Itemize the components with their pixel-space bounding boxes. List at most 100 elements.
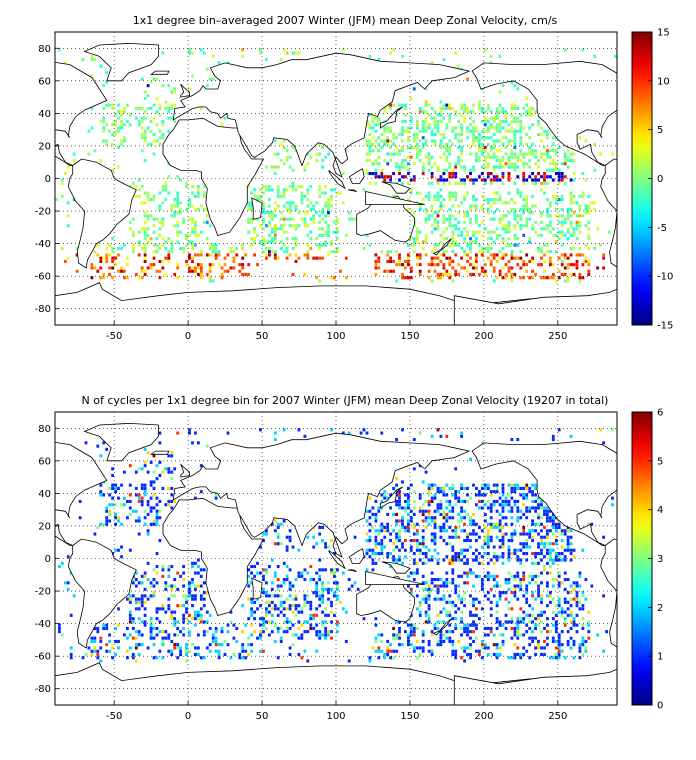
data-bin xyxy=(480,587,484,591)
data-bin xyxy=(306,152,310,156)
data-bin xyxy=(513,499,517,503)
data-bin xyxy=(549,548,552,552)
data-bin xyxy=(253,565,256,569)
data-bin xyxy=(191,561,194,565)
x-tick-label: 250 xyxy=(548,331,567,342)
data-bin xyxy=(404,113,407,117)
data-bin xyxy=(374,172,378,176)
data-bin xyxy=(522,178,526,182)
data-bin xyxy=(424,253,428,257)
data-bin xyxy=(460,434,463,438)
data-bin xyxy=(433,132,437,136)
data-bin xyxy=(424,233,428,237)
data-bin xyxy=(288,584,292,588)
data-bin xyxy=(185,207,188,211)
data-bin xyxy=(421,545,425,549)
data-bin xyxy=(404,529,407,533)
data-bin xyxy=(395,477,398,481)
data-bin xyxy=(344,256,348,260)
data-bin xyxy=(516,620,520,624)
data-bin xyxy=(137,493,141,497)
data-bin xyxy=(371,142,375,146)
data-bin xyxy=(409,97,413,101)
data-bin xyxy=(199,620,203,624)
data-bin xyxy=(312,626,316,630)
data-bin xyxy=(374,123,378,127)
data-bin xyxy=(427,584,431,588)
data-bin xyxy=(495,253,499,257)
data-bin xyxy=(519,142,523,146)
data-bin xyxy=(501,266,505,270)
data-bin xyxy=(306,224,310,228)
data-bin xyxy=(454,51,458,55)
data-bin xyxy=(114,483,117,487)
data-bin xyxy=(445,272,449,276)
data-bin xyxy=(454,181,458,185)
data-bin xyxy=(501,509,505,513)
data-bin xyxy=(167,503,171,507)
data-bin xyxy=(569,542,573,546)
data-bin xyxy=(525,224,529,228)
data-bin xyxy=(282,250,286,254)
data-bin xyxy=(421,110,425,114)
data-bin xyxy=(557,525,561,529)
data-bin xyxy=(543,243,546,247)
data-bin xyxy=(421,198,425,202)
data-bin xyxy=(265,594,268,598)
data-bin xyxy=(371,162,375,166)
data-bin xyxy=(489,54,493,58)
data-bin xyxy=(158,649,162,653)
data-bin xyxy=(469,532,472,536)
data-bin xyxy=(492,490,496,494)
data-bin xyxy=(374,639,378,643)
data-bin xyxy=(330,250,333,254)
data-bin xyxy=(158,539,162,543)
data-bin xyxy=(176,240,180,244)
data-bin xyxy=(560,610,564,614)
data-bin xyxy=(531,269,534,273)
data-bin xyxy=(407,574,410,578)
data-bin xyxy=(220,643,224,647)
data-bin xyxy=(590,522,594,526)
data-bin xyxy=(161,84,165,88)
data-bin xyxy=(519,152,523,156)
data-bin xyxy=(566,535,570,539)
data-bin xyxy=(460,516,463,520)
data-bin xyxy=(300,217,304,221)
data-bin xyxy=(460,149,463,153)
data-bin xyxy=(152,506,156,510)
data-bin xyxy=(273,233,277,237)
data-bin xyxy=(495,652,499,656)
data-bin xyxy=(285,535,289,539)
data-bin xyxy=(489,155,493,159)
data-bin xyxy=(498,90,502,94)
data-bin xyxy=(123,503,126,507)
data-bin xyxy=(279,610,283,614)
data-bin xyxy=(143,460,147,464)
data-bin xyxy=(551,597,555,601)
data-bin xyxy=(374,561,378,565)
data-bin xyxy=(546,617,549,621)
data-bin xyxy=(285,630,289,634)
data-bin xyxy=(540,548,543,552)
data-bin xyxy=(501,532,505,536)
data-bin xyxy=(374,181,378,185)
data-bin xyxy=(463,626,466,630)
data-bin xyxy=(377,532,381,536)
colorbar-tick-label: 6 xyxy=(657,408,663,419)
data-bin xyxy=(383,535,387,539)
data-bin xyxy=(164,503,168,507)
data-bin xyxy=(472,263,475,267)
data-bin xyxy=(398,558,401,562)
data-bin xyxy=(480,656,484,660)
data-bin xyxy=(386,649,390,653)
data-bin xyxy=(303,165,307,169)
data-bin xyxy=(117,116,120,120)
data-bin xyxy=(424,581,428,585)
data-bin xyxy=(436,428,440,432)
data-bin xyxy=(460,646,463,650)
data-bin xyxy=(120,522,123,526)
data-bin xyxy=(164,272,168,276)
data-bin xyxy=(131,656,135,660)
data-bin xyxy=(256,263,259,267)
